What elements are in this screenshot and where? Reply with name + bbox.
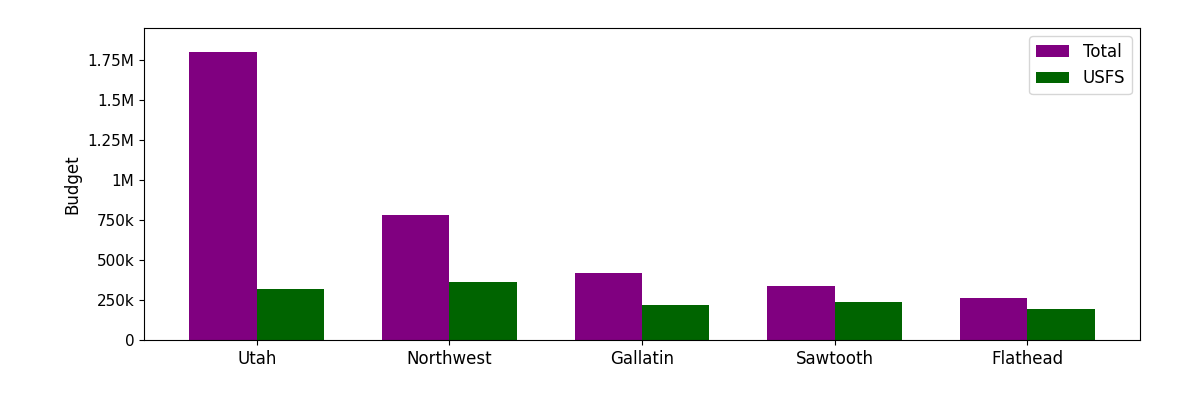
- Bar: [575, 273, 642, 340]
- Bar: [835, 302, 902, 340]
- Bar: [960, 298, 1027, 340]
- Bar: [642, 305, 709, 340]
- Legend: Total, USFS: Total, USFS: [1030, 36, 1132, 94]
- Bar: [449, 282, 517, 340]
- Bar: [767, 286, 835, 340]
- Y-axis label: Budget: Budget: [64, 154, 82, 214]
- Bar: [257, 289, 324, 340]
- Bar: [382, 215, 449, 340]
- Bar: [190, 52, 257, 340]
- Bar: [1027, 309, 1094, 340]
